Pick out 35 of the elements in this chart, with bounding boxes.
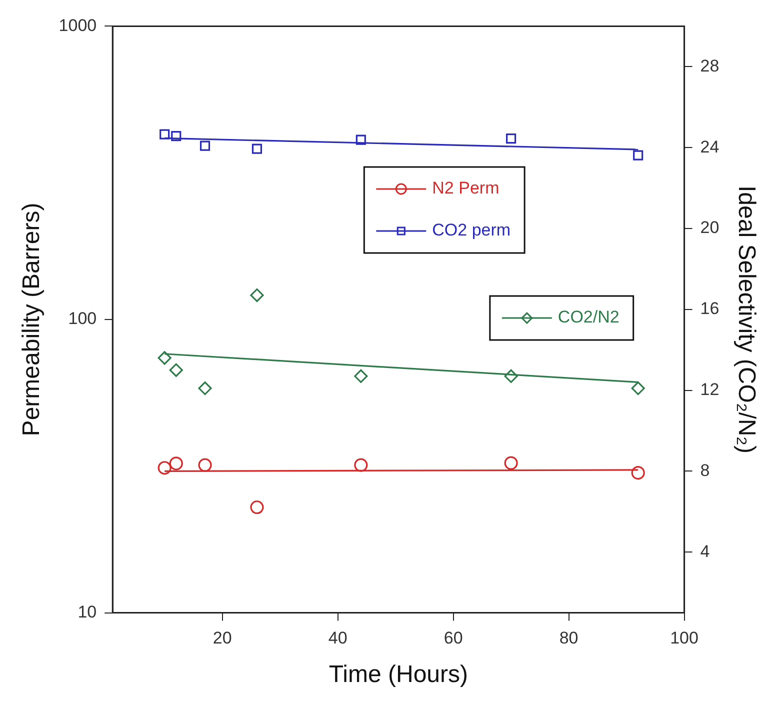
x-axis-title: Time (Hours): [328, 661, 468, 688]
y-axis-title: Permeability (Barrers): [18, 202, 46, 436]
y2-tick-label: 4: [700, 542, 710, 561]
y2-tick-label: 8: [700, 460, 710, 480]
point: [252, 144, 262, 154]
point: [200, 140, 210, 151]
y2-tick-label: 12: [700, 380, 720, 399]
point: [354, 458, 368, 472]
y-tick-label: 100: [68, 309, 97, 328]
x-tick-label: 100: [670, 628, 698, 648]
point: [169, 456, 183, 470]
point: [631, 466, 645, 480]
y-tick-label: 10: [78, 602, 97, 622]
point: [356, 134, 366, 145]
y-tick-label: 1000: [58, 16, 97, 35]
legend-label: CO2 perm: [432, 220, 511, 240]
x-tick-label: 80: [559, 628, 578, 648]
legend-label: CO2/N2: [558, 308, 620, 327]
x-tick-label: 40: [328, 628, 348, 648]
y2-tick-label: 20: [700, 218, 720, 238]
y2-tick-label: 16: [700, 299, 720, 318]
y2-tick-label: 24: [700, 137, 720, 156]
point: [160, 129, 170, 140]
y2-axis-title: Ideal Selectivity (CO₂/N₂): [732, 185, 760, 454]
point: [504, 456, 518, 470]
point: [250, 500, 264, 514]
point: [171, 131, 182, 142]
y2-tick-label: 28: [700, 56, 720, 76]
x-tick-label: 60: [444, 628, 463, 648]
point: [633, 150, 644, 160]
point: [506, 133, 516, 144]
point: [158, 461, 172, 475]
x-tick-label: 20: [212, 628, 232, 648]
legend-label: N2 Perm: [432, 178, 500, 198]
point: [198, 458, 212, 472]
